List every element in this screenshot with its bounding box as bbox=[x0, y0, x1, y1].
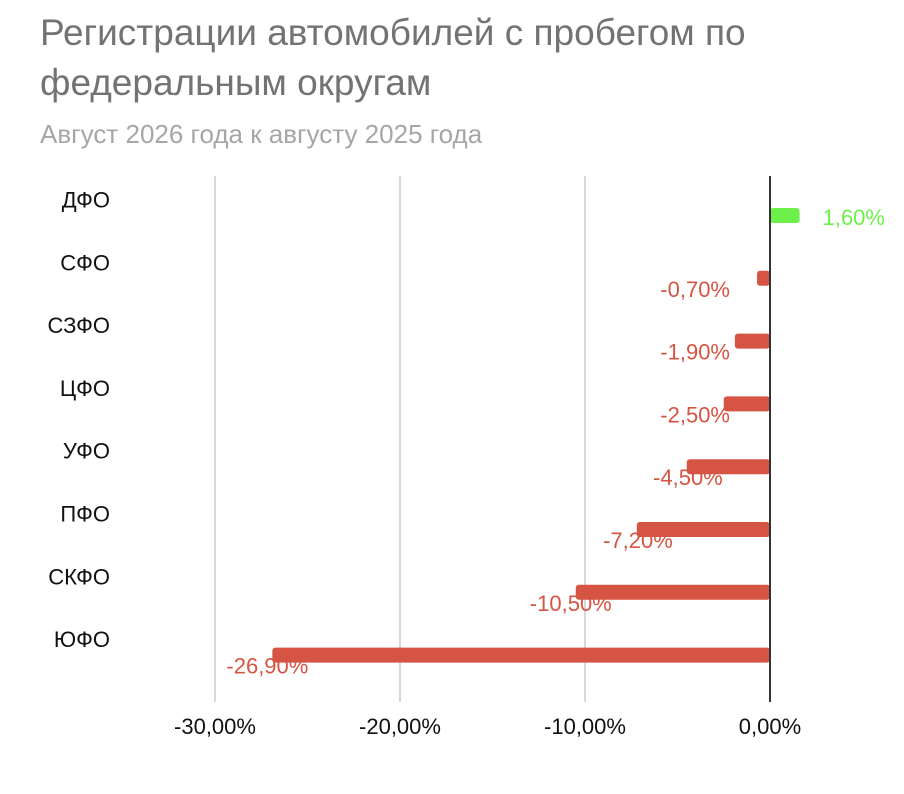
x-tick-label: 0,00% bbox=[739, 714, 801, 739]
bars bbox=[272, 208, 800, 663]
bar bbox=[757, 270, 770, 286]
bar bbox=[770, 208, 800, 223]
category-label: СФО bbox=[60, 250, 110, 275]
bar bbox=[734, 333, 770, 349]
category-label: ПФО bbox=[60, 502, 110, 527]
bar bbox=[723, 396, 770, 412]
category-label: УФО bbox=[63, 439, 110, 464]
data-label: 1,60% bbox=[823, 205, 885, 230]
labels: -30,00% -20,00% -10,00% 0,00% ДФО 1,60% СФО -0,… bbox=[47, 188, 885, 740]
data-label: -4,50% bbox=[653, 465, 723, 490]
bar bbox=[636, 522, 770, 537]
x-tick-label: -30,00% bbox=[174, 714, 256, 739]
category-label: СЗФО bbox=[47, 313, 110, 338]
data-label: -2,50% bbox=[660, 402, 730, 427]
category-label: ЮФО bbox=[54, 627, 110, 652]
category-label: ДФО bbox=[62, 188, 110, 213]
chart-subtitle: Август 2026 года к августу 2025 года bbox=[40, 119, 483, 149]
data-label: -26,90% bbox=[226, 654, 308, 679]
data-label: -0,70% bbox=[660, 277, 730, 302]
x-tick-label: -10,00% bbox=[544, 714, 626, 739]
bar bbox=[686, 459, 770, 475]
data-label: -1,90% bbox=[660, 340, 730, 365]
grid-lines bbox=[214, 176, 586, 702]
data-label: -7,20% bbox=[603, 528, 673, 553]
x-tick-label: -20,00% bbox=[359, 714, 441, 739]
bar bbox=[575, 584, 770, 600]
data-label: -10,50% bbox=[530, 591, 612, 616]
category-label: СКФО bbox=[48, 564, 110, 589]
category-label: ЦФО bbox=[60, 376, 110, 401]
chart-title: Регистрации автомобилей с пробегом по фе… bbox=[40, 12, 746, 103]
bar bbox=[272, 647, 770, 663]
